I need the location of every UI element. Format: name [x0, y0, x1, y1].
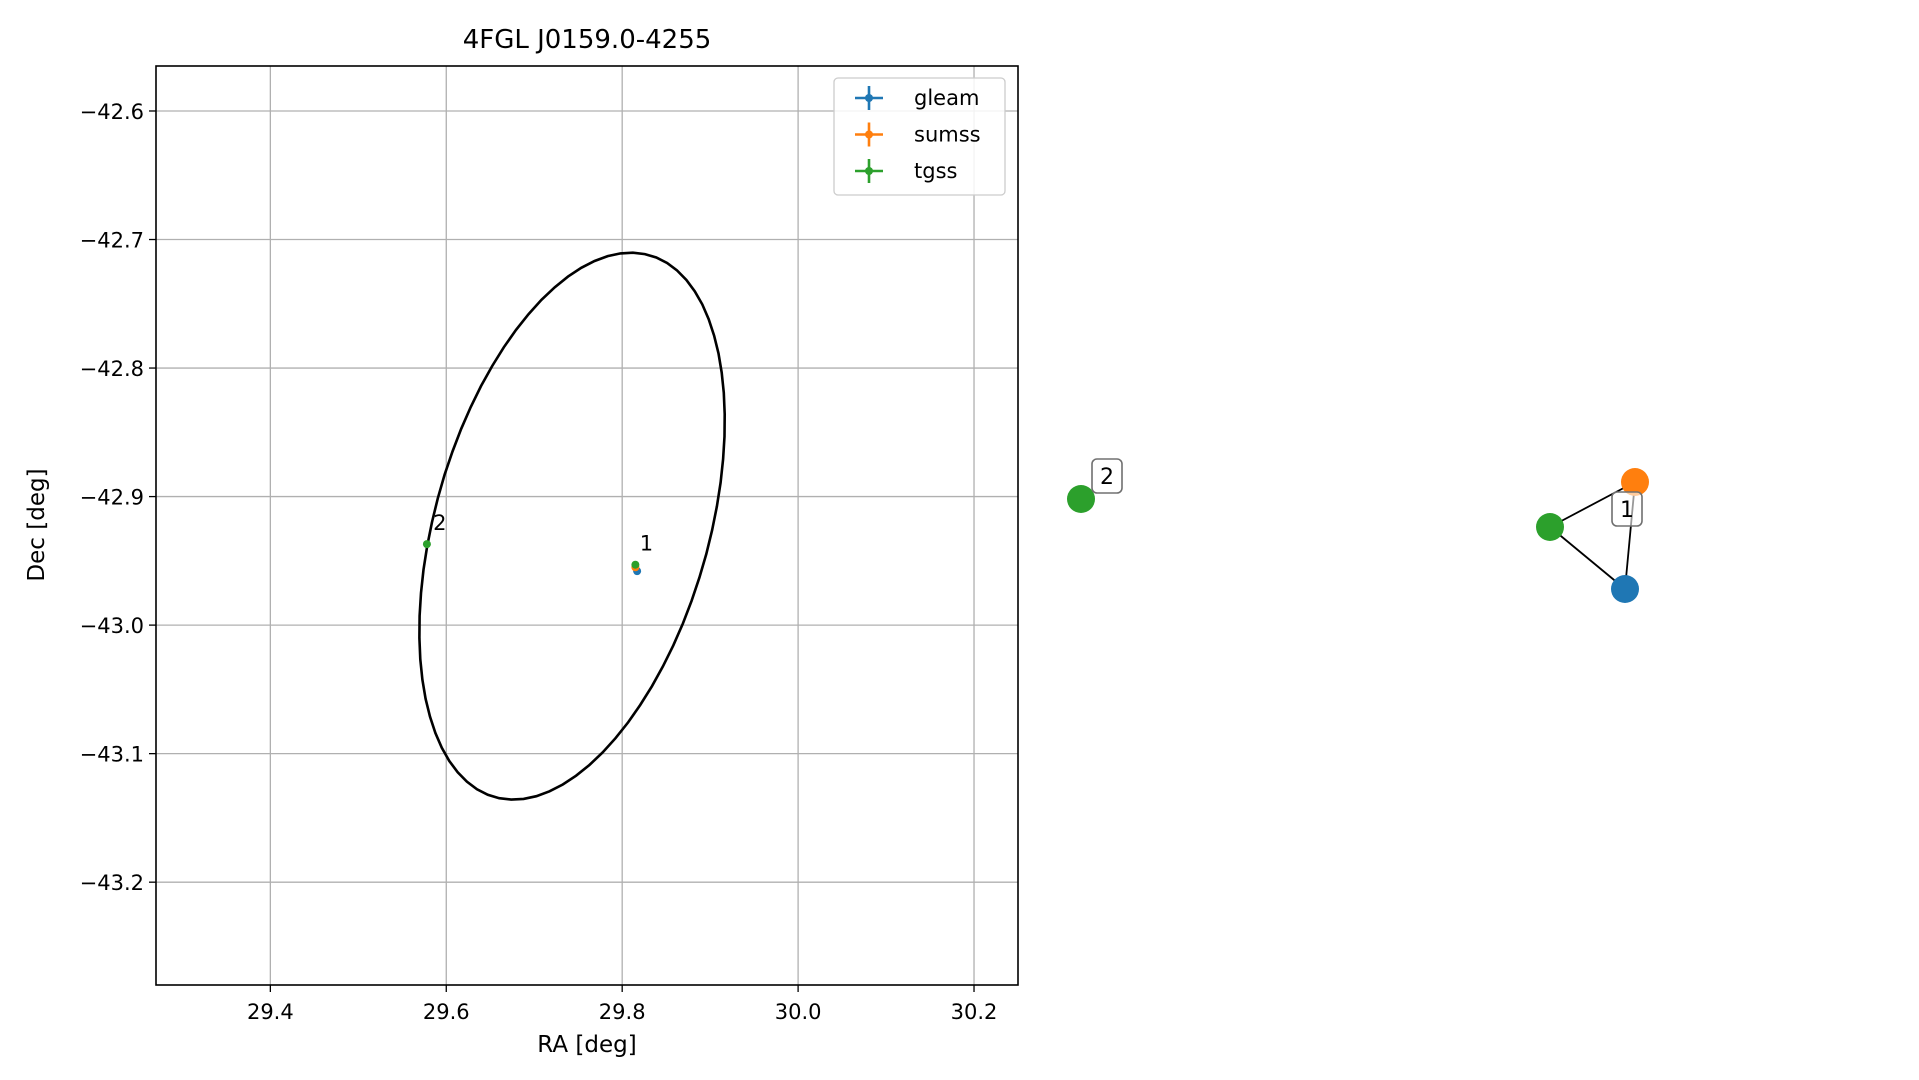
graph-label-text: 1: [1620, 498, 1634, 523]
grid: [156, 66, 1018, 985]
x-axis-label: RA [deg]: [537, 1032, 636, 1058]
graph-edge: [1549, 526, 1626, 590]
graph-edge: [1549, 481, 1636, 528]
point-annotation: 1: [640, 532, 653, 556]
x-tick-label: 30.0: [775, 1000, 822, 1024]
scatter-chart: 4FGL J0159.0-4255 12 29.4 29.6 29.8 30.0 30.…: [24, 25, 1019, 1058]
y-axis-ticks: −42.6 −42.7 −42.8 −42.9 −43.0 −43.1 −43.2: [80, 100, 156, 895]
legend-entry-tgss: tgss: [855, 159, 957, 183]
graph-label: 1: [1611, 491, 1643, 527]
y-tick-label: −42.9: [80, 486, 144, 510]
graph-node: [1611, 575, 1639, 603]
graph-label-box: [1091, 458, 1123, 494]
tgss-point: [631, 560, 640, 569]
legend-label: gleam: [914, 86, 979, 110]
legend-marker: [865, 94, 873, 102]
legend-label: tgss: [914, 159, 957, 183]
y-tick-label: −43.2: [80, 871, 144, 895]
data-points: [422, 540, 642, 576]
error-ellipse-path: [418, 251, 727, 801]
chart-title: 4FGL J0159.0-4255: [463, 25, 712, 55]
axes-frame: [155, 65, 1019, 986]
graph-node: [1067, 485, 1095, 513]
x-axis-ticks: 29.4 29.6 29.8 30.0 30.2: [247, 985, 997, 1024]
legend-entry-sumss: sumss: [855, 122, 981, 147]
graph-labels: 21: [1091, 458, 1643, 527]
point-annotation: 2: [433, 511, 446, 535]
legend-marker: [865, 167, 873, 175]
legend: gleam sumss tgss: [833, 77, 1006, 196]
y-tick-label: −43.0: [80, 614, 144, 638]
x-tick-label: 30.2: [951, 1000, 998, 1024]
legend-entry-gleam: gleam: [855, 86, 979, 110]
graph-label-text: 2: [1100, 465, 1114, 490]
y-tick-label: −42.7: [80, 229, 144, 253]
x-tick-label: 29.4: [247, 1000, 294, 1024]
error-ellipse: [418, 251, 727, 801]
tgss-point: [422, 540, 431, 549]
y-axis-label: Dec [deg]: [24, 468, 50, 581]
graph-node: [1621, 468, 1649, 496]
y-tick-label: −43.1: [80, 743, 144, 767]
y-tick-label: −42.8: [80, 357, 144, 381]
annotations: 12: [433, 511, 653, 556]
graph-nodes: [1067, 468, 1649, 603]
y-tick-label: −42.6: [80, 100, 144, 124]
x-tick-label: 29.8: [599, 1000, 646, 1024]
legend-box: [833, 77, 1006, 196]
x-tick-label: 29.6: [423, 1000, 470, 1024]
graph-node: [1536, 513, 1564, 541]
legend-marker: [865, 130, 873, 139]
graph-label: 2: [1091, 458, 1123, 494]
legend-label: sumss: [914, 123, 981, 147]
network-graph: 21: [1067, 458, 1649, 603]
graph-label-box: [1611, 491, 1643, 527]
